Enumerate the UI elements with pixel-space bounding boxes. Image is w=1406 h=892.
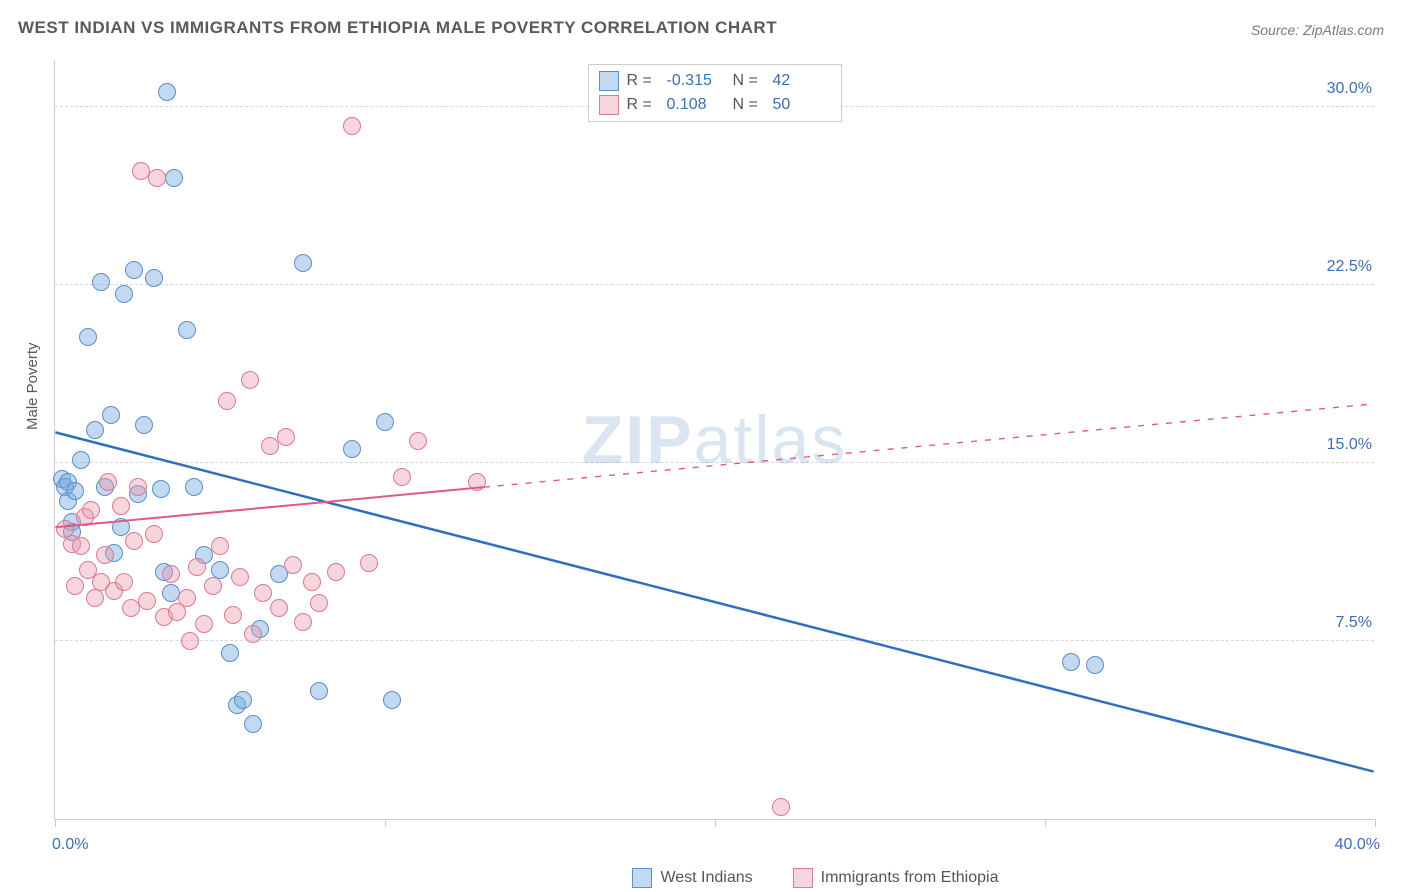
- legend-item-1: Immigrants from Ethiopia: [793, 868, 999, 888]
- data-point: [129, 478, 147, 496]
- chart-title: WEST INDIAN VS IMMIGRANTS FROM ETHIOPIA …: [18, 18, 777, 38]
- gridline: [55, 284, 1374, 285]
- y-tick-label: 30.0%: [1323, 80, 1376, 98]
- legend-item-0: West Indians: [632, 868, 752, 888]
- legend-bottom-swatch-0: [632, 868, 652, 888]
- data-point: [294, 254, 312, 272]
- legend-swatch-1: [599, 95, 619, 115]
- data-point: [162, 584, 180, 602]
- watermark-logo: ZIPatlas: [582, 401, 847, 479]
- data-point: [244, 715, 262, 733]
- x-tick: [1375, 819, 1376, 827]
- data-point: [66, 577, 84, 595]
- data-point: [178, 321, 196, 339]
- series-legend: West Indians Immigrants from Ethiopia: [632, 868, 998, 888]
- gridline: [55, 462, 1374, 463]
- x-tick: [385, 819, 386, 827]
- x-tick: [1045, 819, 1046, 827]
- data-point: [343, 117, 361, 135]
- y-tick-label: 22.5%: [1323, 258, 1376, 276]
- data-point: [158, 83, 176, 101]
- data-point: [360, 554, 378, 572]
- data-point: [125, 532, 143, 550]
- source-attribution: Source: ZipAtlas.com: [1251, 22, 1384, 38]
- legend-row-series-1: R =0.108 N =50: [599, 93, 831, 117]
- data-point: [138, 592, 156, 610]
- data-point: [211, 561, 229, 579]
- data-point: [254, 584, 272, 602]
- data-point: [96, 546, 114, 564]
- data-point: [72, 451, 90, 469]
- data-point: [409, 432, 427, 450]
- data-point: [122, 599, 140, 617]
- legend-bottom-swatch-1: [793, 868, 813, 888]
- data-point: [241, 371, 259, 389]
- scatter-plot-area: ZIPatlas R =-0.315 N =42 R =0.108 N =50 …: [54, 60, 1374, 820]
- data-point: [102, 406, 120, 424]
- data-point: [125, 261, 143, 279]
- data-point: [185, 478, 203, 496]
- data-point: [211, 537, 229, 555]
- data-point: [772, 798, 790, 816]
- data-point: [72, 537, 90, 555]
- data-point: [234, 691, 252, 709]
- data-point: [393, 468, 411, 486]
- data-point: [165, 169, 183, 187]
- data-point: [112, 497, 130, 515]
- legend-row-series-0: R =-0.315 N =42: [599, 69, 831, 93]
- data-point: [86, 589, 104, 607]
- data-point: [66, 482, 84, 500]
- data-point: [1086, 656, 1104, 674]
- x-tick: [715, 819, 716, 827]
- data-point: [92, 273, 110, 291]
- data-point: [218, 392, 236, 410]
- x-axis-min-label: 0.0%: [52, 836, 88, 854]
- data-point: [224, 606, 242, 624]
- data-point: [327, 563, 345, 581]
- data-point: [112, 518, 130, 536]
- trend-lines: [55, 60, 1374, 819]
- data-point: [303, 573, 321, 591]
- data-point: [99, 473, 117, 491]
- data-point: [277, 428, 295, 446]
- data-point: [468, 473, 486, 491]
- correlation-legend: R =-0.315 N =42 R =0.108 N =50: [588, 64, 842, 122]
- data-point: [231, 568, 249, 586]
- data-point: [115, 285, 133, 303]
- data-point: [1062, 653, 1080, 671]
- data-point: [221, 644, 239, 662]
- data-point: [82, 501, 100, 519]
- data-point: [383, 691, 401, 709]
- data-point: [376, 413, 394, 431]
- data-point: [79, 328, 97, 346]
- data-point: [162, 565, 180, 583]
- legend-swatch-0: [599, 71, 619, 91]
- y-tick-label: 15.0%: [1323, 436, 1376, 454]
- data-point: [284, 556, 302, 574]
- data-point: [244, 625, 262, 643]
- data-point: [294, 613, 312, 631]
- data-point: [195, 615, 213, 633]
- data-point: [178, 589, 196, 607]
- data-point: [86, 421, 104, 439]
- x-tick: [55, 819, 56, 827]
- data-point: [115, 573, 133, 591]
- data-point: [152, 480, 170, 498]
- data-point: [181, 632, 199, 650]
- data-point: [310, 682, 328, 700]
- data-point: [204, 577, 222, 595]
- y-axis-label: Male Poverty: [24, 342, 41, 430]
- data-point: [148, 169, 166, 187]
- data-point: [310, 594, 328, 612]
- data-point: [188, 558, 206, 576]
- data-point: [132, 162, 150, 180]
- data-point: [270, 599, 288, 617]
- y-tick-label: 7.5%: [1332, 614, 1376, 632]
- data-point: [145, 525, 163, 543]
- data-point: [145, 269, 163, 287]
- data-point: [261, 437, 279, 455]
- x-axis-max-label: 40.0%: [1335, 836, 1380, 854]
- data-point: [135, 416, 153, 434]
- data-point: [343, 440, 361, 458]
